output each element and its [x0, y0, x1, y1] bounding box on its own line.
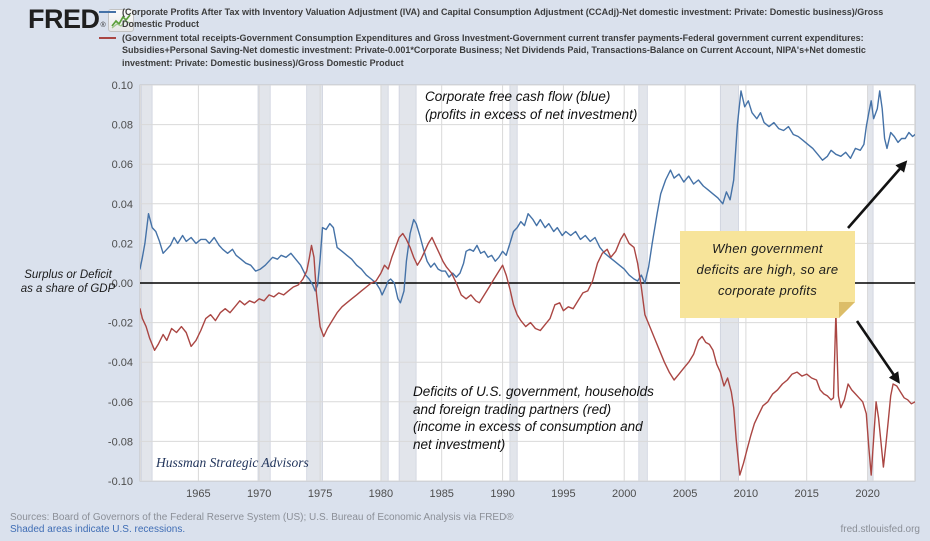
y-axis-side-label: Surplus or Deficit as a share of GDP: [20, 269, 116, 295]
legend-label-corporate: (Corporate Profits After Tax with Invent…: [122, 7, 884, 30]
y-tick-label: 0.02: [112, 238, 133, 250]
x-tick-label: 1965: [186, 488, 210, 500]
legend-entry-corporate: (Corporate Profits After Tax with Invent…: [99, 6, 911, 31]
corporate-free-cash-flow-line: [140, 90, 915, 304]
footer-site-label[interactable]: fred.stlouisfed.org: [840, 524, 921, 535]
y-tick-label: -0.10: [108, 476, 133, 488]
legend-entry-government: (Government total receipts-Government Co…: [99, 32, 911, 69]
y-tick-label: 0.00: [112, 278, 133, 290]
blue-series-annotation: Corporate free cash flow (blue) (profits…: [425, 89, 638, 122]
x-tick-label: 2015: [794, 488, 818, 500]
line-chart-icon: [107, 9, 134, 32]
x-tick-label: 2020: [855, 488, 879, 500]
y-tick-label: 0.10: [112, 80, 133, 92]
deficits-govt-households-foreign-line: [140, 232, 915, 476]
watermark-hussman: Hussman Strategic Advisors: [156, 455, 309, 470]
legend: (Corporate Profits After Tax with Invent…: [99, 6, 911, 70]
x-tick-label: 1995: [551, 488, 575, 500]
y-tick-label: 0.04: [112, 199, 133, 211]
y-tick-label: 0.08: [112, 120, 133, 132]
x-tick-label: 2005: [673, 488, 697, 500]
sticky-note-text: When government deficits are high, so ar…: [696, 241, 839, 298]
fred-logo-text: FRED: [28, 4, 100, 34]
sticky-note: When government deficits are high, so ar…: [680, 231, 855, 318]
y-tick-label: -0.02: [108, 318, 133, 330]
sticky-note-fold-corner: [839, 302, 855, 318]
x-tick-label: 1970: [247, 488, 271, 500]
legend-label-government: (Government total receipts-Government Co…: [122, 32, 866, 68]
x-tick-label: 2000: [612, 488, 636, 500]
x-tick-label: 1975: [308, 488, 332, 500]
footer-sources-text: Sources: Board of Governors of the Feder…: [10, 512, 514, 523]
x-tick-label: 1980: [369, 488, 393, 500]
x-tick-label: 1990: [490, 488, 514, 500]
arrow-to-red-line: [855, 320, 900, 384]
y-tick-label: 0.06: [112, 159, 133, 171]
recession-note-link[interactable]: Shaded areas indicate U.S. recessions.: [10, 524, 186, 535]
x-tick-label: 1985: [429, 488, 453, 500]
fred-logo: FRED ®: [28, 4, 134, 34]
legend-dash-red: [99, 36, 116, 39]
legend-dash-blue: [99, 11, 116, 13]
registered-mark: ®: [100, 22, 106, 29]
arrow-to-blue-line: [847, 160, 908, 229]
red-series-annotation: Deficits of U.S. government, households …: [413, 384, 654, 452]
y-tick-label: -0.08: [108, 436, 133, 448]
x-tick-label: 2010: [734, 488, 758, 500]
y-tick-label: -0.04: [108, 357, 133, 369]
y-tick-label: -0.06: [108, 397, 133, 409]
